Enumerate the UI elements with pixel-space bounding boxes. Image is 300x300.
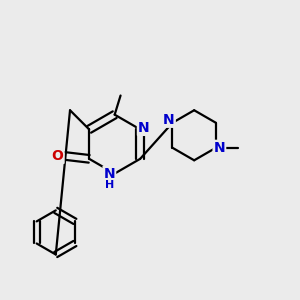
Text: O: O — [52, 149, 64, 163]
Text: N: N — [214, 141, 225, 155]
Text: H: H — [105, 180, 114, 190]
Text: N: N — [103, 167, 115, 181]
Text: N: N — [163, 113, 175, 127]
Text: N: N — [138, 121, 149, 135]
